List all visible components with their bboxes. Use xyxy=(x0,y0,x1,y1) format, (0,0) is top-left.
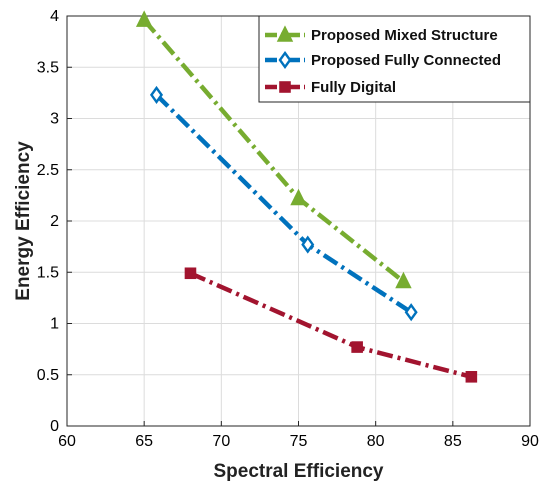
y-tick-label: 1 xyxy=(50,316,59,333)
axis-ticks: 60 65 70 75 80 85 90 0 0.5 1 1.5 2 2.5 3 3.5 4 xyxy=(37,8,539,450)
legend-label: Proposed Fully Connected xyxy=(311,52,501,69)
y-tick-label: 1.5 xyxy=(37,264,59,281)
legend-label: Fully Digital xyxy=(311,79,396,96)
legend-marker-diamond xyxy=(278,50,292,70)
y-tick-label: 0 xyxy=(50,418,59,435)
legend-entry: Proposed Fully Connected xyxy=(265,50,501,70)
x-tick-label: 60 xyxy=(58,433,76,450)
legend-entries: Proposed Mixed Structure Proposed Fully C… xyxy=(265,25,501,96)
y-tick-label: 3 xyxy=(50,111,59,128)
y-axis-title: Energy Efficiency xyxy=(13,141,34,301)
x-tick-label: 85 xyxy=(444,433,462,450)
series-triangle xyxy=(135,10,412,289)
data-point-diamond xyxy=(301,235,315,254)
x-tick-label: 65 xyxy=(135,433,153,450)
data-point-square xyxy=(465,371,478,383)
series-square xyxy=(184,267,478,383)
x-tick-label: 75 xyxy=(290,433,308,450)
x-tick-label: 80 xyxy=(367,433,385,450)
data-point-triangle xyxy=(135,10,153,27)
legend-label: Proposed Mixed Structure xyxy=(311,27,498,44)
data-point-triangle xyxy=(395,271,412,289)
y-tick-label: 2 xyxy=(50,213,59,230)
data-point-triangle xyxy=(290,188,307,206)
legend: Proposed Mixed Structure Proposed Fully C… xyxy=(258,15,531,103)
data-point-diamond xyxy=(404,303,418,322)
data-point-square xyxy=(351,341,363,353)
y-tick-label: 0.5 xyxy=(37,367,59,384)
legend-entry: Proposed Mixed Structure xyxy=(265,25,498,44)
data-point-square xyxy=(184,267,197,280)
legend-marker-triangle xyxy=(276,25,294,42)
x-tick-label: 70 xyxy=(212,433,230,450)
legend-marker-square xyxy=(279,81,291,93)
y-tick-label: 4 xyxy=(50,8,59,25)
series-layer xyxy=(135,10,478,383)
legend-entry: Fully Digital xyxy=(265,79,396,96)
y-tick-label: 3.5 xyxy=(37,59,59,76)
series-line xyxy=(154,93,413,315)
series-diamond xyxy=(149,85,418,322)
data-point-diamond xyxy=(149,85,164,104)
x-axis-title: Spectral Efficiency xyxy=(213,461,383,482)
y-tick-label: 2.5 xyxy=(37,162,59,179)
series-line xyxy=(189,271,472,379)
x-tick-label: 90 xyxy=(521,433,539,450)
